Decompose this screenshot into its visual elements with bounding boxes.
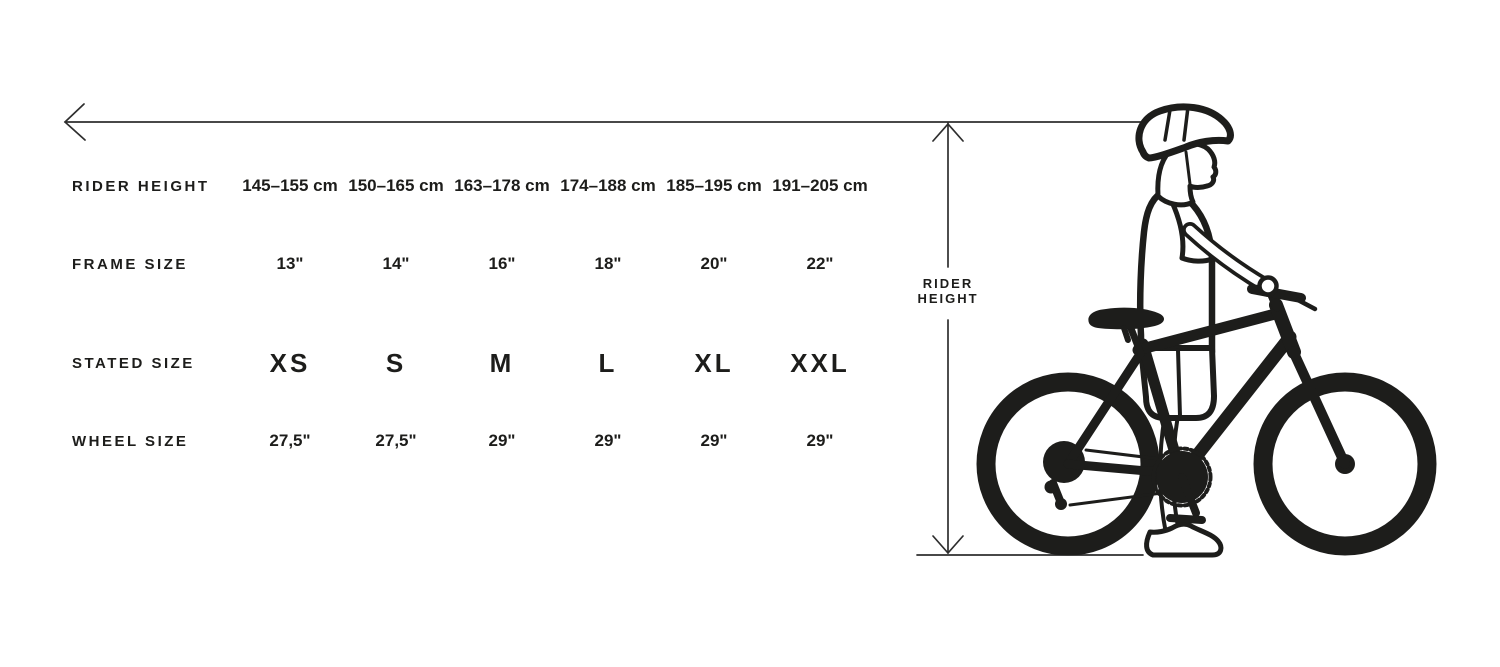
rider-height-xxl: 191–205 cm bbox=[772, 176, 868, 195]
rider-hand bbox=[1257, 275, 1279, 297]
frame-size-l: 18" bbox=[594, 254, 622, 273]
wheel-size-xl: 29" bbox=[700, 431, 728, 450]
row-label-frame-size: FRAME SIZE bbox=[72, 255, 188, 273]
rider-height-s: 150–165 cm bbox=[348, 176, 444, 195]
rear-wheel-icon bbox=[976, 372, 1160, 556]
stated-size-m: M bbox=[489, 347, 515, 378]
rider-height-m: 163–178 cm bbox=[454, 176, 550, 195]
row-label-rider-height: RIDER HEIGHT bbox=[72, 177, 210, 195]
row-label-wheel-size: WHEEL SIZE bbox=[72, 432, 189, 450]
left-arrowhead-icon bbox=[63, 103, 86, 141]
rider-height-l: 174–188 cm bbox=[560, 176, 656, 195]
rider-with-bike-illustration bbox=[976, 103, 1437, 558]
rider-shoe bbox=[1144, 521, 1224, 558]
table-row-frame-size: FRAME SIZE 13" 14" 16" 18" 20" 22" bbox=[72, 248, 873, 280]
stated-size-xxl: XXL bbox=[790, 347, 850, 378]
wheel-size-xs: 27,5" bbox=[269, 431, 311, 450]
measure-label-line2: HEIGHT bbox=[917, 291, 979, 306]
frame-size-xxl: 22" bbox=[806, 254, 834, 273]
stated-size-xs: XS bbox=[269, 347, 311, 378]
rider-height-measure-label: RIDER HEIGHT bbox=[878, 276, 1018, 306]
saddle-icon bbox=[1088, 307, 1164, 330]
frame-size-m: 16" bbox=[488, 254, 516, 273]
row-label-stated-size: STATED SIZE bbox=[72, 354, 195, 372]
wheel-size-m: 29" bbox=[488, 431, 516, 450]
wheel-size-xxl: 29" bbox=[806, 431, 834, 450]
wheel-size-l: 29" bbox=[594, 431, 622, 450]
frame-size-xl: 20" bbox=[700, 254, 728, 273]
stated-size-l: L bbox=[598, 347, 618, 378]
rider-height-xs: 145–155 cm bbox=[242, 176, 338, 195]
stated-size-xl: XL bbox=[694, 347, 734, 378]
table-row-rider-height: RIDER HEIGHT 145–155 cm 150–165 cm 163–1… bbox=[72, 170, 873, 202]
stated-size-s: S bbox=[385, 347, 407, 378]
wheel-size-s: 27,5" bbox=[375, 431, 417, 450]
bike-frame-icon bbox=[1063, 284, 1350, 524]
measure-label-line1: RIDER bbox=[922, 276, 974, 291]
table-row-wheel-size: WHEEL SIZE 27,5" 27,5" 29" 29" 29" 29" bbox=[72, 425, 873, 457]
frame-size-xs: 13" bbox=[276, 254, 304, 273]
frame-size-s: 14" bbox=[382, 254, 410, 273]
table-row-stated-size: STATED SIZE XS S M L XL XXL bbox=[72, 344, 873, 382]
rider-height-xl: 185–195 cm bbox=[666, 176, 762, 195]
